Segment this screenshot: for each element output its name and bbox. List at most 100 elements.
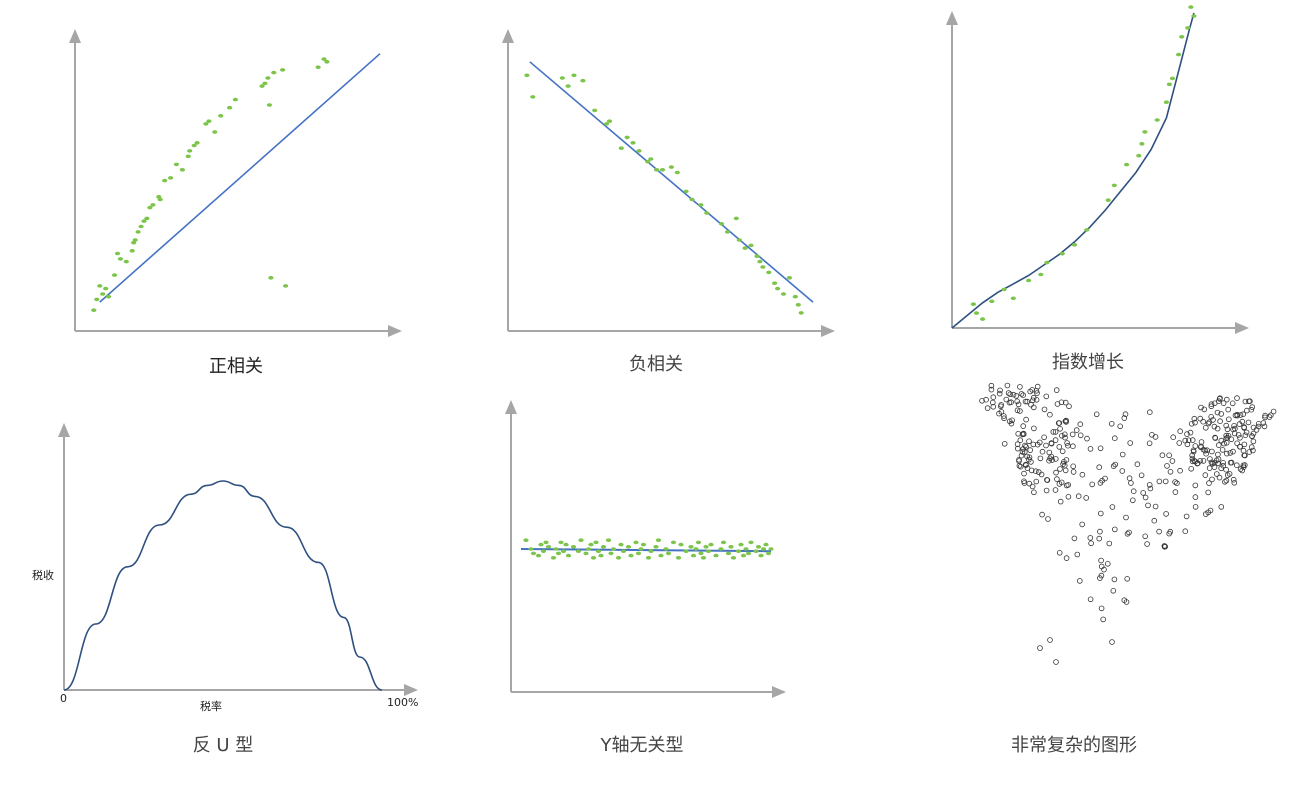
data-point [1126,475,1133,482]
data-point [1194,460,1201,467]
caption-complex-pattern: 非常复杂的图形 [1011,735,1137,756]
data-point [1057,498,1064,505]
data-point [1253,427,1260,433]
data-point [688,545,694,549]
data-point [1030,441,1037,448]
data-point [271,70,277,75]
data-point [1052,429,1059,435]
data-point [1056,444,1063,450]
data-point [1162,478,1169,485]
data-point [983,396,989,403]
data-point [1249,404,1255,410]
data-point [1020,392,1026,399]
data-point [683,549,689,553]
data-point [1188,465,1194,472]
data-point [524,73,530,78]
data-point [168,176,174,180]
data-point [1192,419,1198,426]
data-point [1043,393,1050,400]
data-point [1226,416,1232,423]
data-point [206,119,212,123]
data-point [645,159,651,164]
data-point [560,549,567,553]
data-point [689,197,695,202]
data-point [1247,398,1253,405]
data-point [1241,441,1248,448]
data-point [1240,411,1246,418]
data-point [1024,398,1030,405]
data-point [1172,489,1179,495]
data-point [775,286,781,291]
data-point [1189,437,1196,443]
data-point [1063,419,1069,425]
data-point [630,141,636,145]
fit-line [99,53,381,303]
data-point [1231,479,1238,486]
data-point [760,265,766,269]
data-point [1170,434,1176,441]
data-point [1174,480,1180,487]
data-point [129,249,135,253]
data-point [1079,521,1085,528]
data-point [571,73,577,78]
data-point [1216,474,1223,481]
data-point [1211,459,1218,466]
data-point [268,276,274,280]
data-point [114,251,121,256]
data-point [624,135,630,140]
data-point [523,538,529,542]
data-point [1215,456,1222,463]
data-point [1060,461,1066,467]
data-point [111,273,118,277]
data-point [283,284,289,288]
data-point [138,224,144,229]
data-point [1224,426,1231,433]
data-point [708,542,714,547]
data-point [1126,529,1132,536]
data-point [675,556,682,560]
data-point [1152,503,1159,510]
data-point [1176,440,1183,446]
data-point [670,540,677,545]
data-point [1065,493,1072,500]
data-point [1255,420,1262,427]
data-point [620,549,627,553]
data-point [1156,528,1162,535]
data-point [663,547,669,551]
data-point [1008,399,1014,406]
data-point [1124,530,1131,537]
data-point [1073,427,1080,433]
data-point [100,292,106,296]
data-point [1028,467,1035,474]
data-point [1235,432,1242,438]
data-point [1037,455,1044,462]
data-point [1177,467,1183,474]
data-point [1176,52,1182,57]
data-point [1031,489,1037,496]
data-point [1246,449,1253,455]
data-point [610,547,617,551]
data-point [1005,390,1012,396]
data-point [1179,35,1185,39]
data-point [1069,431,1076,438]
data-point [765,551,772,556]
data-point [698,203,704,207]
data-point [1017,408,1023,414]
data-point [1038,272,1044,277]
data-point [998,402,1004,408]
data-point [1062,399,1069,406]
data-point [1163,100,1169,104]
data-point [748,243,754,248]
data-point [743,547,749,551]
data-point [1216,398,1222,405]
data-point [1220,459,1226,466]
data-point [1219,447,1226,453]
data-point [1237,466,1244,472]
data-point [668,165,675,169]
data-point [603,122,610,126]
data-point [1112,526,1118,533]
data-point [1207,507,1214,514]
data-point [157,197,163,202]
data-point [693,547,699,551]
data-point [683,189,689,194]
